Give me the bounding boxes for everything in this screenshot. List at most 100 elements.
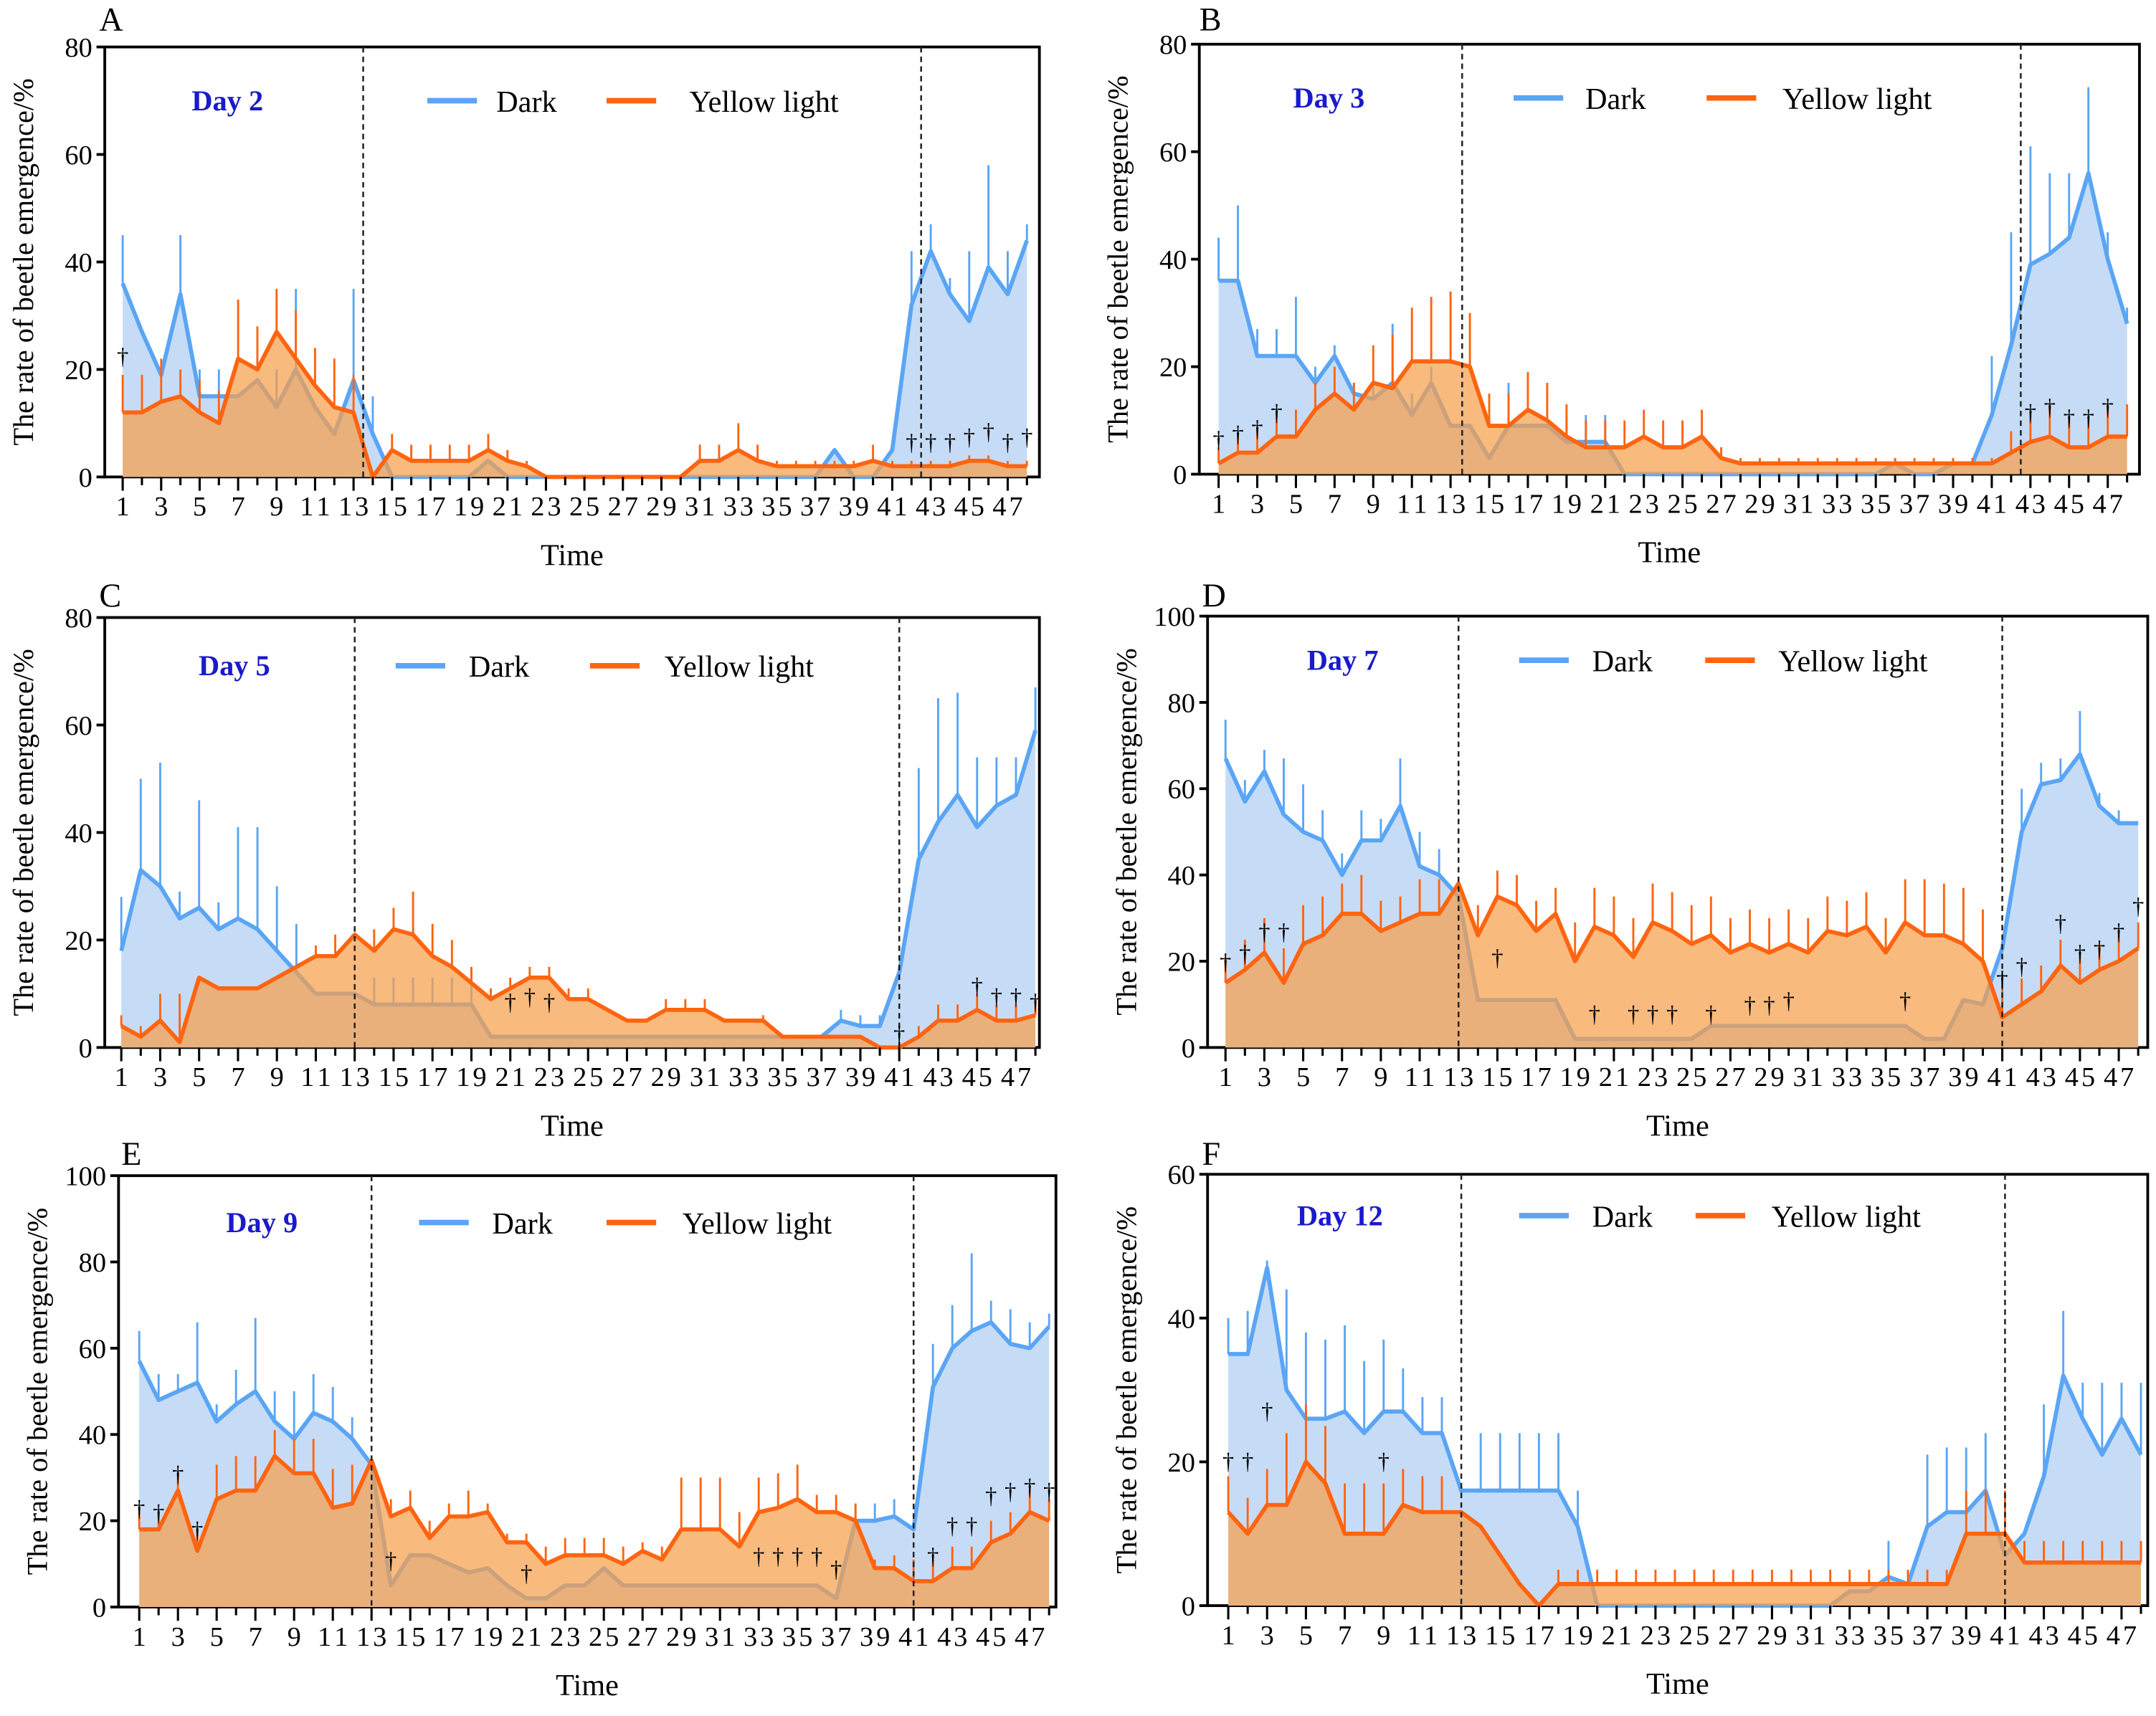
- day-label: Day 9: [226, 1206, 298, 1239]
- y-tick-label: 0: [79, 463, 92, 493]
- day-label: Day 7: [1307, 644, 1379, 677]
- significance-dagger: †: [2055, 911, 2066, 937]
- significance-dagger: †: [1647, 1001, 1658, 1027]
- panel-label: A: [99, 1, 123, 37]
- x-tick-label: 7: [1335, 1062, 1349, 1092]
- x-tick-label: 7: [249, 1622, 262, 1652]
- x-tick-label: 29: [666, 1622, 696, 1652]
- x-tick-label: 35: [761, 492, 792, 522]
- significance-dagger: †: [172, 1462, 184, 1487]
- x-tick-label: 15: [1482, 1062, 1512, 1092]
- significance-dagger: †: [944, 430, 956, 456]
- y-axis-label: The rate of beetle emergence/%: [1110, 1206, 1142, 1573]
- x-tick-label: 17: [417, 1062, 447, 1092]
- y-tick-label: 0: [1182, 1591, 1195, 1621]
- x-tick-label: 11: [300, 1062, 331, 1092]
- x-tick-label: 23: [1638, 1062, 1668, 1092]
- x-tick-label: 19: [1562, 1621, 1592, 1651]
- x-tick-label: 31: [690, 1062, 720, 1092]
- x-tick-label: 1: [116, 492, 130, 522]
- x-tick-label: 23: [1640, 1621, 1671, 1651]
- x-tick-label: 5: [192, 1062, 206, 1092]
- significance-dagger: †: [1005, 1479, 1016, 1505]
- significance-dagger: †: [927, 1544, 939, 1570]
- x-tick-label: 33: [723, 492, 754, 522]
- legend-yellow-light-label: Yellow light: [1782, 82, 1932, 116]
- significance-dagger: †: [1021, 424, 1032, 450]
- yellow-light-area: [139, 1456, 1050, 1607]
- x-tick-label: 11: [1405, 1062, 1435, 1092]
- x-tick-label: 37: [1912, 1621, 1942, 1651]
- significance-dagger: †: [191, 1518, 203, 1544]
- x-tick-label: 13: [340, 1062, 370, 1092]
- x-tick-label: 41: [1987, 1062, 2017, 1092]
- x-tick-label: 27: [1706, 489, 1736, 519]
- y-tick-label: 20: [65, 356, 92, 386]
- y-tick-label: 60: [1159, 138, 1187, 168]
- x-tick-label: 7: [1338, 1621, 1352, 1651]
- x-tick-label: 35: [782, 1622, 812, 1652]
- significance-dagger: †: [1782, 988, 1794, 1014]
- x-tick-label: 9: [1374, 1062, 1387, 1092]
- yellow-light-line: [120, 927, 1036, 1050]
- y-tick-label: 20: [1167, 1448, 1195, 1478]
- significance-dagger: †: [1010, 984, 1022, 1010]
- x-tick-label: 1: [133, 1622, 146, 1652]
- significance-dagger: †: [1212, 427, 1224, 453]
- x-axis-label: Time: [1646, 1109, 1709, 1143]
- yellow-light-line: [1217, 359, 2127, 466]
- yellow-light-line: [1226, 1459, 2142, 1608]
- day-label: Day 12: [1297, 1199, 1383, 1231]
- x-tick-label: 31: [685, 492, 715, 522]
- significance-dagger: †: [991, 984, 1002, 1010]
- x-tick-label: 25: [1679, 1621, 1709, 1651]
- x-tick-label: 47: [1001, 1062, 1031, 1092]
- significance-dagger: †: [830, 1557, 842, 1583]
- panel-label: E: [121, 1135, 141, 1172]
- x-tick-label: 37: [1899, 489, 1929, 519]
- x-tick-label: 23: [534, 1062, 564, 1092]
- x-axis-label: Time: [1638, 536, 1701, 570]
- significance-dagger: †: [966, 1514, 977, 1540]
- yellow-light-line: [123, 330, 1027, 480]
- y-tick-label: 20: [1159, 353, 1187, 383]
- significance-dagger: †: [1996, 967, 2008, 993]
- significance-dagger: †: [1258, 920, 1270, 945]
- significance-dagger: †: [153, 1501, 164, 1527]
- x-axis-label: Time: [556, 1669, 619, 1702]
- x-tick-label: 13: [356, 1622, 386, 1652]
- x-tick-label: 45: [962, 1062, 992, 1092]
- y-axis-label: The rate of beetle emergence/%: [7, 649, 39, 1016]
- x-tick-label: 45: [954, 492, 984, 522]
- x-tick-label: 11: [318, 1622, 348, 1652]
- x-tick-label: 43: [2028, 1621, 2058, 1651]
- x-tick-label: 5: [1296, 1062, 1310, 1092]
- yellow-light-area: [123, 331, 1027, 477]
- x-tick-label: 33: [1835, 1621, 1865, 1651]
- x-tick-label: 47: [992, 492, 1022, 522]
- significance-dagger: †: [811, 1544, 822, 1570]
- y-axis-label: The rate of beetle emergence/%: [7, 78, 39, 445]
- x-tick-label: 39: [860, 1622, 890, 1652]
- x-tick-label: 25: [1676, 1062, 1706, 1092]
- significance-dagger: †: [505, 990, 516, 1016]
- x-tick-label: 21: [1602, 1621, 1632, 1651]
- x-tick-label: 41: [884, 1062, 914, 1092]
- x-tick-label: 29: [651, 1062, 681, 1092]
- y-tick-label: 60: [1167, 1160, 1195, 1191]
- significance-dagger: †: [2094, 937, 2105, 963]
- legend-dark-label: Dark: [1585, 82, 1646, 116]
- x-tick-label: 45: [976, 1622, 1006, 1652]
- x-tick-label: 3: [153, 1062, 167, 1092]
- x-tick-label: 17: [1521, 1062, 1551, 1092]
- x-tick-label: 35: [1874, 1621, 1904, 1651]
- legend-yellow-light-label: Yellow light: [1772, 1200, 1922, 1234]
- x-tick-label: 41: [1977, 489, 2007, 519]
- x-tick-label: 43: [916, 492, 946, 522]
- y-tick-label: 40: [65, 248, 92, 278]
- legend-yellow-light-label: Yellow light: [665, 650, 815, 684]
- y-tick-label: 80: [1167, 688, 1195, 718]
